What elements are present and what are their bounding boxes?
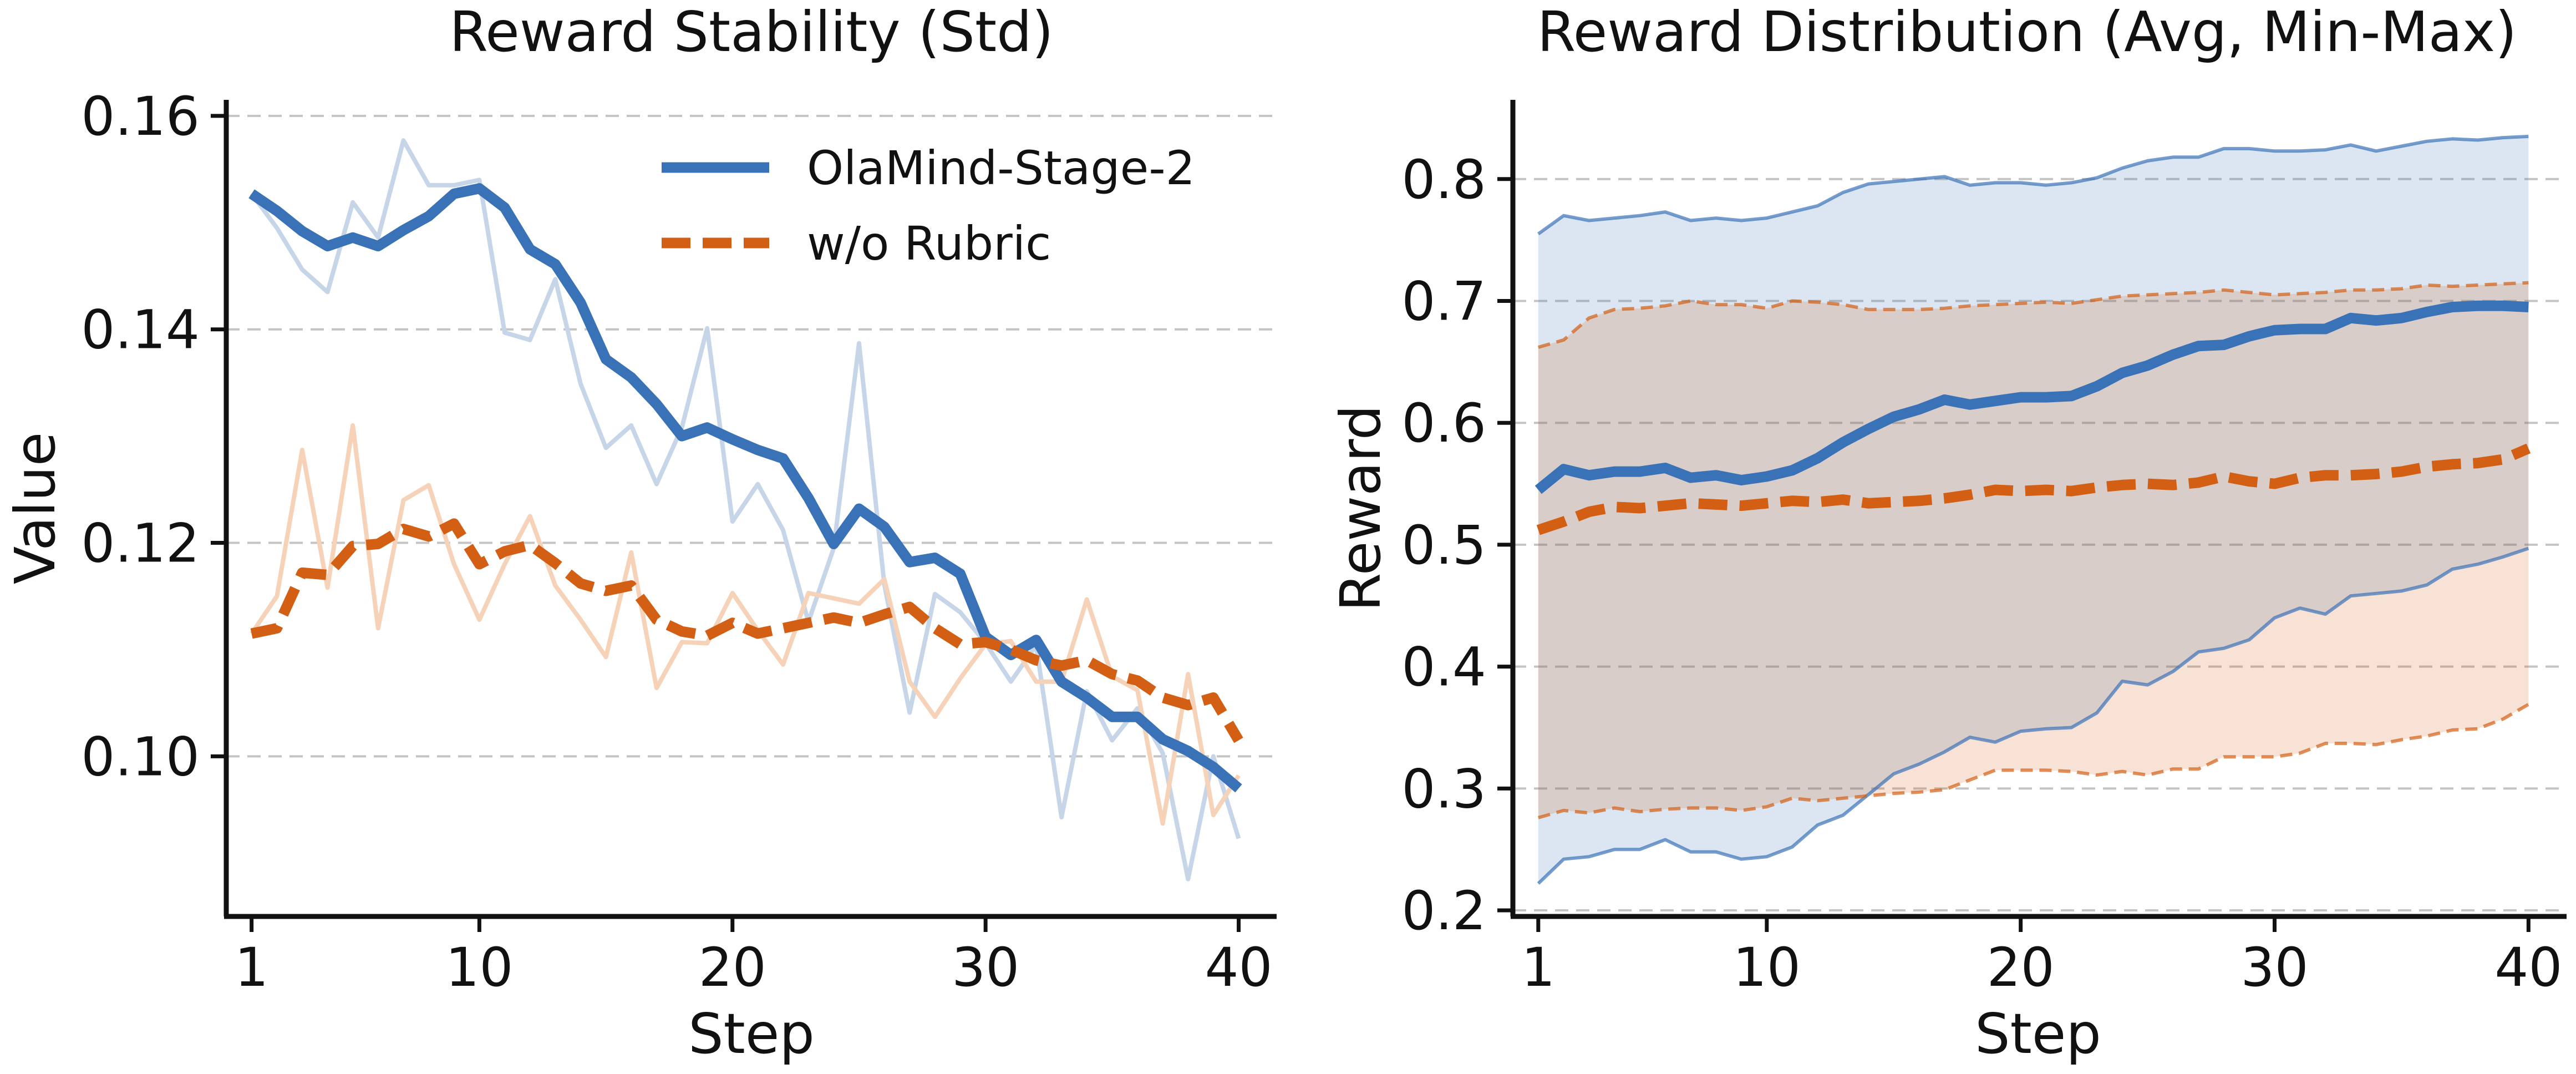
avg-line-olamind — [1535, 300, 2529, 494]
right-xtick-label: 10 — [1733, 936, 1801, 999]
right-ytick-label: 0.5 — [1401, 514, 1486, 576]
min-line-olamind — [1537, 546, 2529, 885]
x-axis-label-left: Step — [688, 1001, 815, 1066]
min-max-bands — [1538, 136, 2529, 884]
min-max-band-wo-rubric — [1538, 282, 2529, 818]
right-xtick-label: 20 — [1987, 936, 2055, 999]
series-line-wo-rubric — [250, 518, 1243, 743]
x-ticks-left: 1 10 20 30 40 — [235, 916, 1273, 999]
raw-line-1 — [250, 423, 1241, 826]
avg-min-max-lines — [1535, 134, 2531, 885]
y-axis-label-left: Value — [3, 432, 68, 585]
y-axis-label-right: Reward — [1328, 405, 1393, 611]
x-axis-label-right: Step — [1975, 1001, 2101, 1066]
grid-left — [226, 114, 1277, 758]
chart-title-left: Reward Stability (Std) — [449, 0, 1053, 64]
right-ytick-label: 0.6 — [1401, 392, 1486, 454]
panel-reward-distribution: Reward Distribution (Avg, Min-Max) 0.20.… — [1328, 0, 2567, 1066]
left-ytick-label: 0.14 — [81, 299, 200, 361]
right-xtick-label: 40 — [2494, 936, 2562, 999]
chart-title-right: Reward Distribution (Avg, Min-Max) — [1537, 0, 2517, 64]
raw-series-left — [250, 138, 1241, 882]
y-ticks-left: 0.10 0.12 0.14 0.16 — [81, 85, 226, 788]
max-line-olamind — [1537, 134, 2529, 236]
left-ytick-label: 0.10 — [81, 726, 200, 788]
left-xtick-label: 20 — [699, 936, 766, 999]
right-xtick-label: 1 — [1521, 936, 1555, 999]
legend-label-olamind: OlaMind-Stage-2 — [807, 141, 1195, 195]
left-ytick-label: 0.12 — [81, 513, 200, 575]
legend: OlaMind-Stage-2 w/o Rubric — [662, 141, 1195, 271]
x-ticks-right: 1 10 20 30 40 — [1521, 916, 2562, 999]
right-ytick-label: 0.8 — [1401, 149, 1486, 211]
left-xtick-label: 40 — [1205, 936, 1272, 999]
left-xtick-label: 30 — [952, 936, 1019, 999]
y-ticks-right: 0.2 0.3 0.4 0.5 0.6 0.7 0.8 — [1401, 149, 1513, 942]
max-line-wo-rubric — [1537, 281, 2529, 349]
avg-line-wo-rubric — [1536, 443, 2531, 535]
right-ytick-label: 0.2 — [1401, 880, 1486, 942]
panel-reward-stability: Reward Stability (Std) 0.100.120.140.16 … — [3, 0, 1277, 1066]
right-ytick-label: 0.7 — [1401, 271, 1486, 333]
raw-line-0 — [250, 138, 1241, 882]
series-line-olamind — [248, 183, 1242, 793]
smoothed-series-left — [248, 183, 1243, 793]
right-ytick-label: 0.4 — [1401, 636, 1486, 698]
min-line-wo-rubric — [1537, 703, 2529, 819]
min-max-band-olamind — [1538, 136, 2529, 884]
right-ytick-label: 0.3 — [1401, 758, 1486, 820]
left-ytick-label: 0.16 — [81, 85, 200, 148]
left-xtick-label: 1 — [235, 936, 268, 999]
right-xtick-label: 30 — [2240, 936, 2308, 999]
left-xtick-label: 10 — [445, 936, 513, 999]
legend-label-wo-rubric: w/o Rubric — [807, 216, 1051, 271]
